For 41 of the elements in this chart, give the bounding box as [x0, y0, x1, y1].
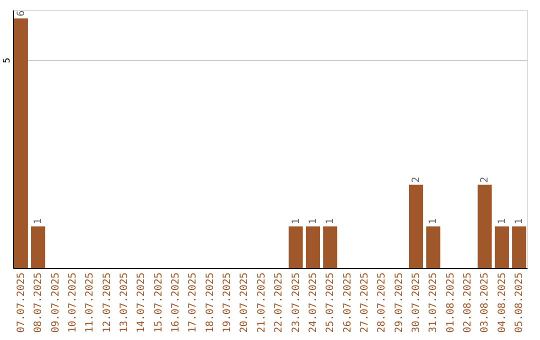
x-tick-label: 11.07.2025	[84, 272, 96, 333]
data-label: 2	[411, 176, 422, 183]
x-tick-label: 21.07.2025	[256, 272, 268, 333]
x-tick-label: 18.07.2025	[204, 272, 216, 333]
x-tick-label: 02.08.2025	[462, 272, 474, 333]
x-tick-label: 15.07.2025	[153, 272, 164, 333]
x-tick-label: 17.07.2025	[188, 272, 199, 333]
x-tick-label: 26.07.2025	[342, 272, 354, 333]
x-tick-label: 28.07.2025	[376, 272, 388, 333]
y-tick-label: 5	[2, 58, 12, 64]
x-tick-label: 20.07.2025	[239, 272, 250, 333]
x-tick-label: 10.07.2025	[67, 272, 78, 333]
x-tick-label: 24.07.2025	[308, 272, 319, 333]
x-tick-label: 05.08.2025	[514, 272, 526, 333]
x-tick-label: 23.07.2025	[290, 272, 302, 333]
data-label: 1	[325, 218, 336, 224]
x-tick-label: 08.07.2025	[33, 272, 44, 333]
x-tick-label: 31.07.2025	[428, 272, 440, 333]
x-tick-label: 22.07.2025	[274, 272, 285, 333]
data-label: 1	[514, 218, 526, 224]
x-tick-label: 14.07.2025	[136, 272, 148, 333]
x-tick-label: 04.08.2025	[496, 272, 508, 333]
x-tick-label: 19.07.2025	[222, 272, 234, 333]
x-tick-label: 07.07.2025	[16, 272, 27, 333]
x-tick-label: 29.07.2025	[394, 272, 405, 333]
x-tick-label: 09.07.2025	[50, 272, 62, 333]
x-tick-label: 13.07.2025	[118, 272, 130, 333]
x-tick-label: 12.07.2025	[102, 272, 113, 333]
x-tick-label: 30.07.2025	[411, 272, 422, 333]
x-tick-label: 01.08.2025	[445, 272, 456, 333]
x-tick-label: 16.07.2025	[170, 272, 182, 333]
data-label: 6	[16, 10, 27, 16]
x-tick-label: 27.07.2025	[359, 272, 370, 333]
data-label: 1	[33, 218, 44, 224]
data-label: 2	[480, 176, 491, 183]
x-tick-label: 25.07.2025	[325, 272, 336, 333]
x-tick-label: 03.08.2025	[480, 272, 491, 333]
data-label: 1	[428, 218, 440, 224]
data-label: 1	[496, 218, 508, 224]
data-label: 1	[290, 218, 302, 224]
data-label: 1	[308, 218, 319, 224]
